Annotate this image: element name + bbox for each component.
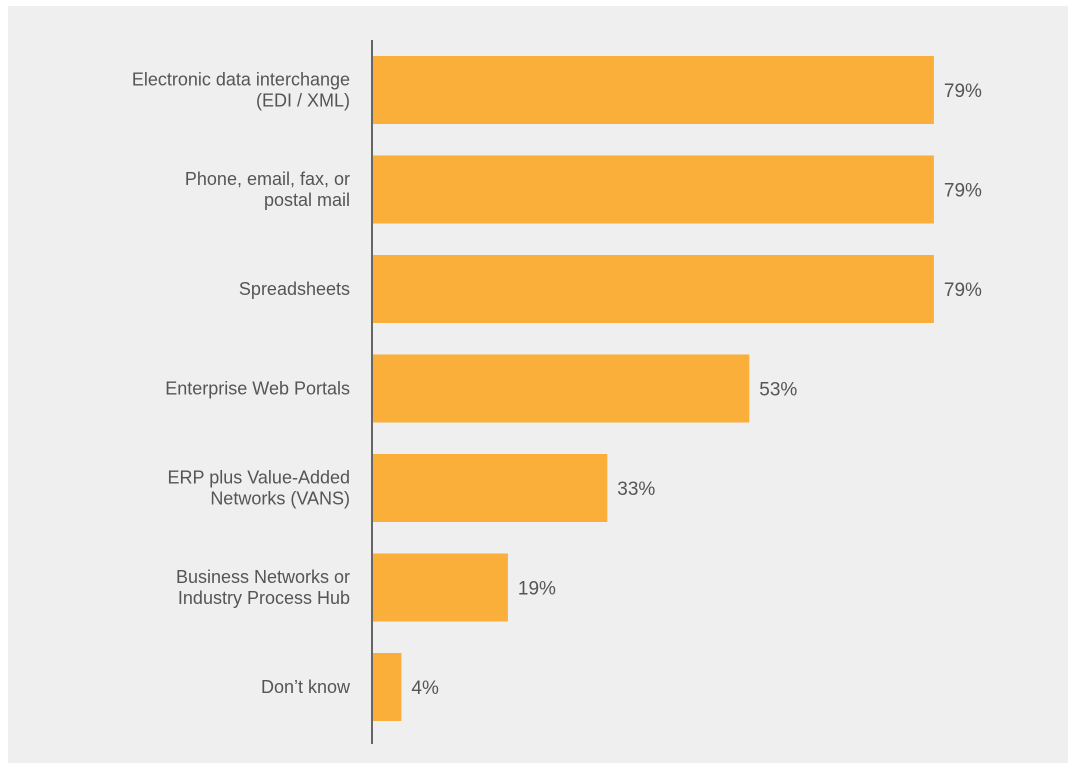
bar-6 [373,653,402,721]
value-labels-group: 79% 79% 79% 53% 33% 19% 4% [411,81,982,699]
category-label-2: Spreadsheets [239,279,350,299]
category-label-0-line-0: Electronic data interchange [132,70,350,90]
bars-group [373,56,934,721]
bar-5 [373,553,508,622]
value-label-5: 19% [518,579,556,600]
value-label-3: 53% [759,380,797,401]
category-label-3-line-0: Enterprise Web Portals [165,379,350,399]
value-label-0: 79% [944,81,982,102]
category-labels-group: Electronic data interchange (EDI / XML) Ph… [132,70,351,698]
category-label-1-line-0: Phone, email, fax, or [185,169,350,189]
category-label-4-line-0: ERP plus Value-Added [168,468,350,488]
value-label-2: 79% [944,280,982,301]
category-label-1-line-1: postal mail [264,190,350,210]
value-label-6: 4% [411,678,439,699]
category-label-5-line-0: Business Networks or [176,567,350,587]
bar-0 [373,56,934,124]
bar-3 [373,354,750,423]
category-label-6-line-0: Don’t know [261,677,351,697]
category-label-4-line-1: Networks (VANS) [210,489,350,509]
category-label-5-line-1: Industry Process Hub [178,588,350,608]
category-label-3: Enterprise Web Portals [165,379,350,399]
category-label-5: Business Networks or Industry Process Hub [176,567,350,608]
bar-2 [373,255,934,323]
value-label-4: 33% [617,479,655,500]
category-label-2-line-0: Spreadsheets [239,279,350,299]
category-label-4: ERP plus Value-Added Networks (VANS) [168,468,350,509]
bar-1 [373,155,934,224]
category-label-0: Electronic data interchange (EDI / XML) [132,70,350,111]
category-label-1: Phone, email, fax, or postal mail [185,169,350,210]
bar-4 [373,454,608,522]
value-label-1: 79% [944,181,982,202]
category-label-6: Don’t know [261,677,351,697]
category-label-0-line-1: (EDI / XML) [256,91,350,111]
